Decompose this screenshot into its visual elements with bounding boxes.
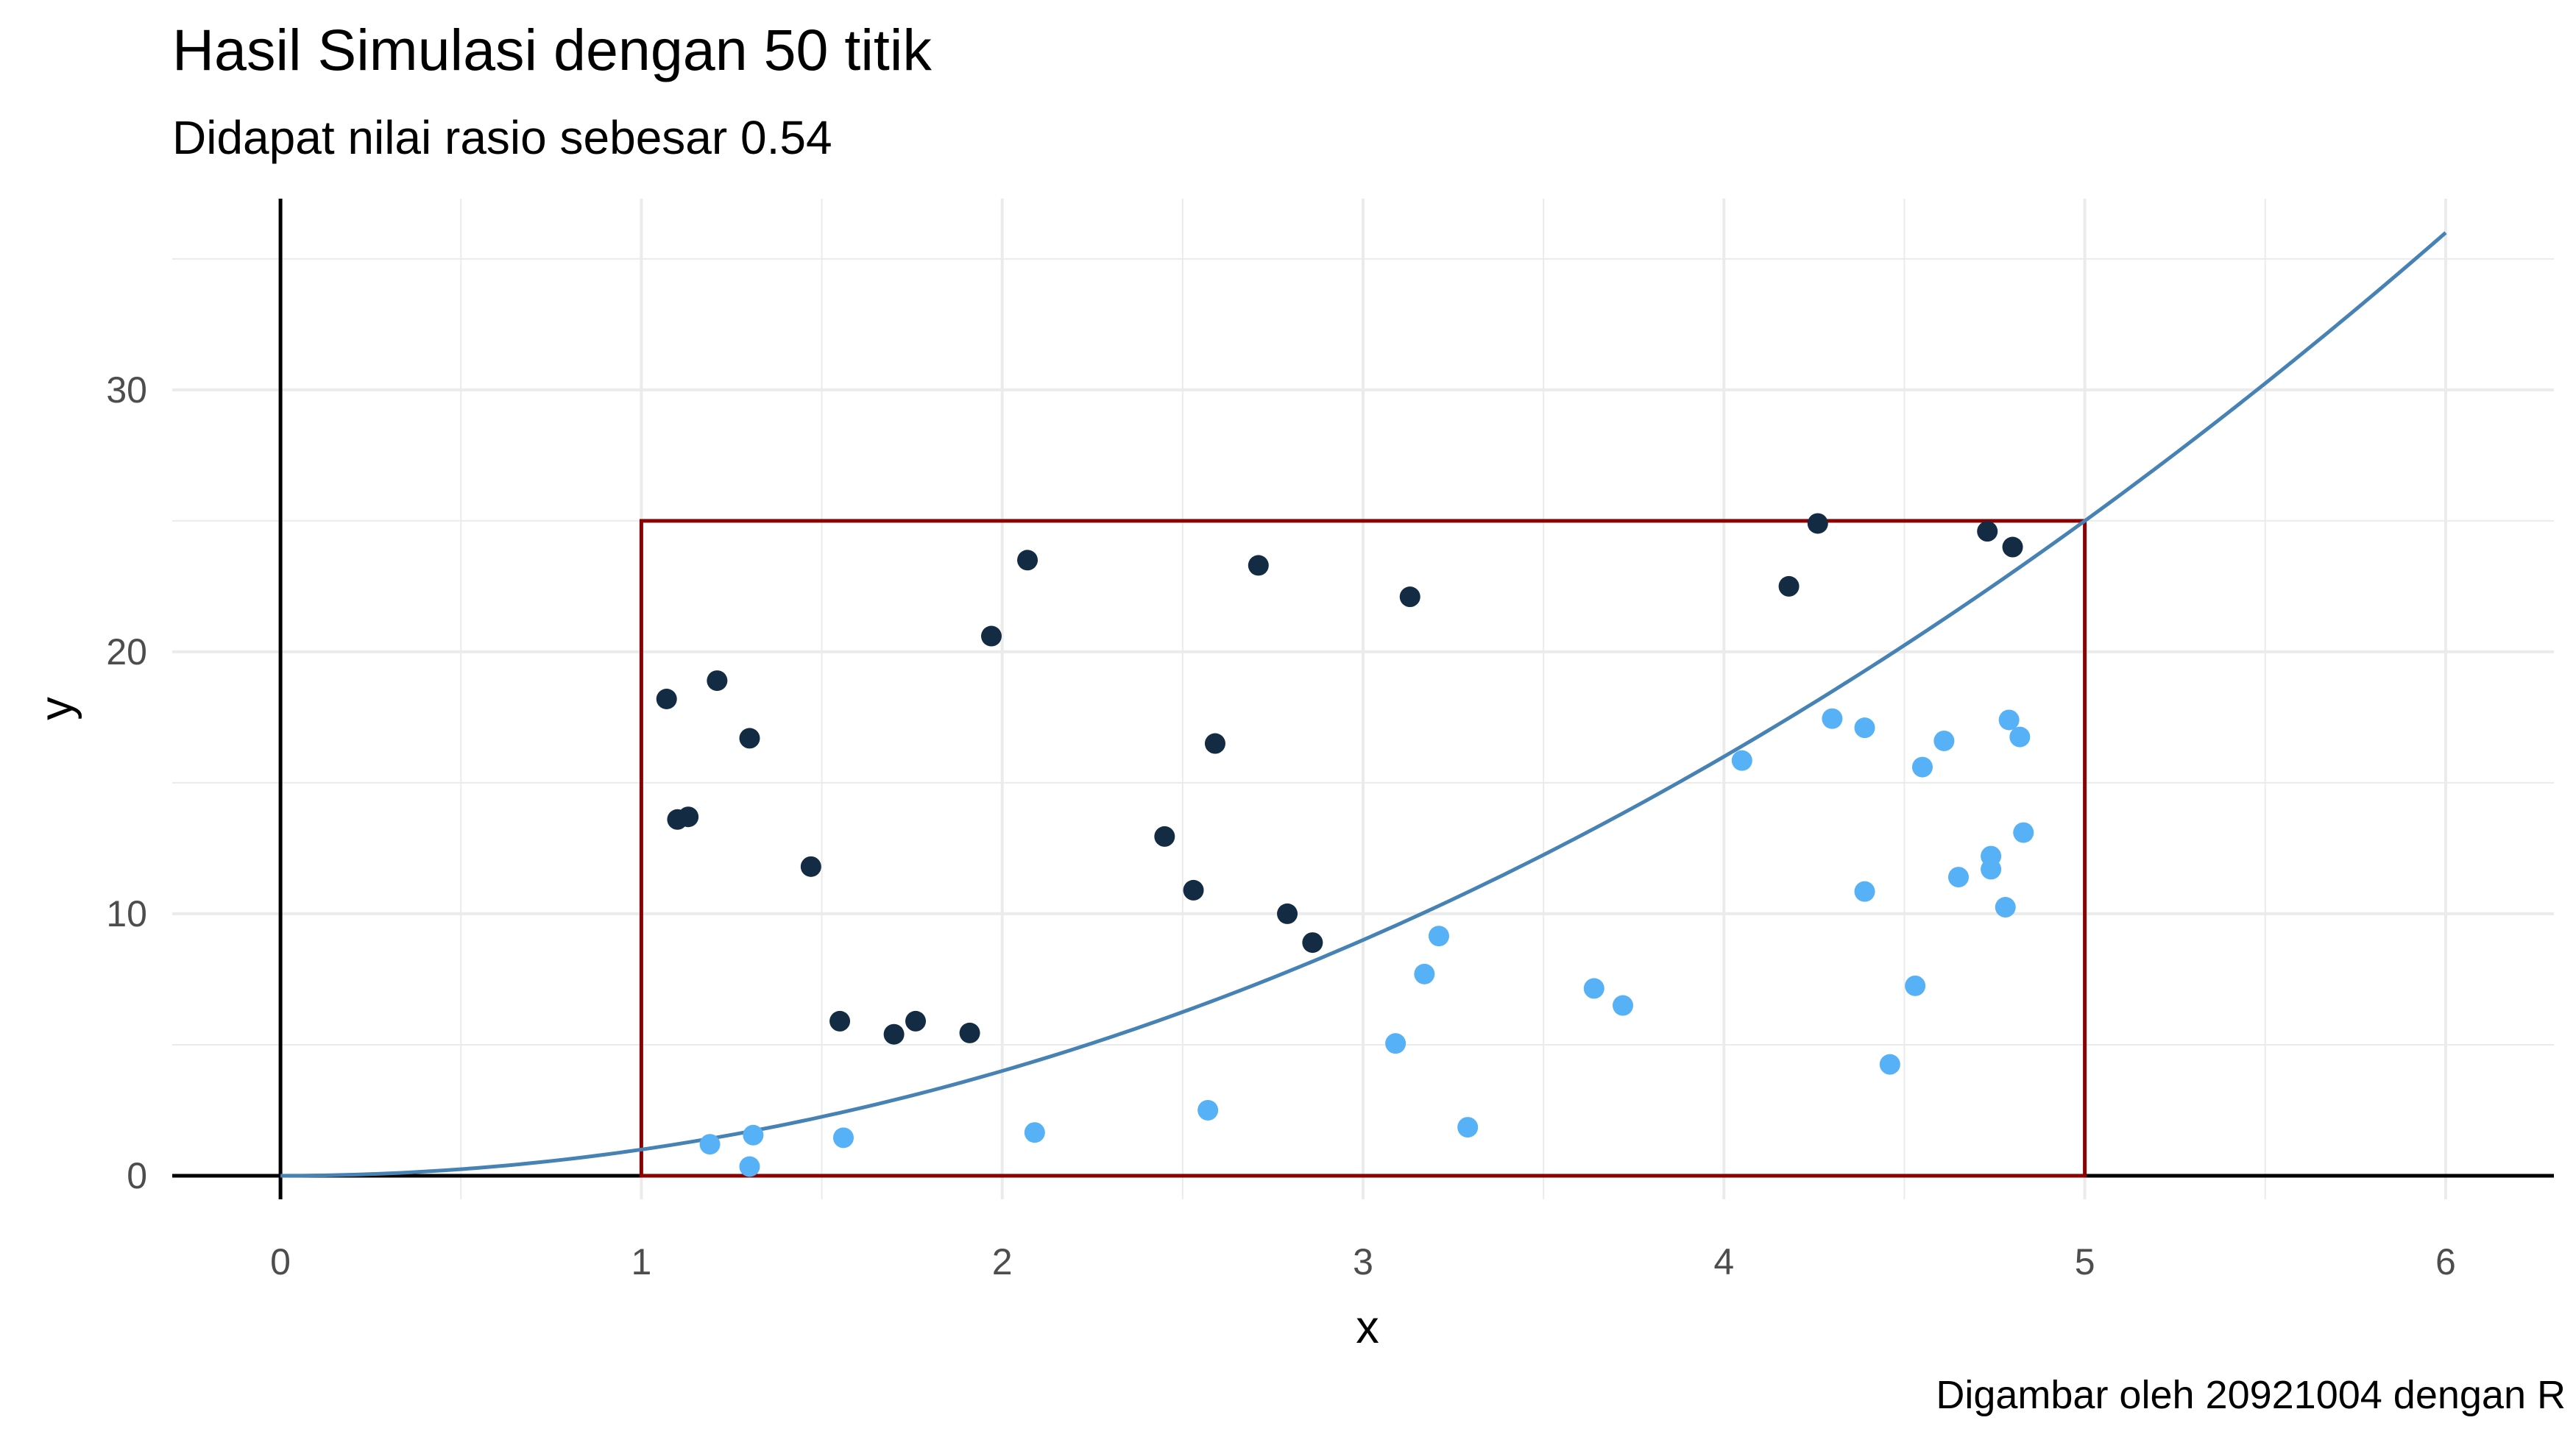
bounding-rectangle (639, 519, 2087, 1178)
point-above (980, 625, 1002, 647)
curve-layer (280, 231, 2447, 1178)
points-layer (656, 513, 2034, 1177)
point-below (1583, 978, 1604, 999)
point-above (1778, 575, 1800, 597)
point-below (2009, 726, 2031, 748)
point-below (1911, 756, 1933, 778)
point-above (739, 728, 760, 749)
point-below (1995, 897, 2016, 918)
rectangle-layer (639, 519, 2087, 1178)
x-tick-label: 4 (1713, 1241, 1734, 1282)
point-above (905, 1010, 927, 1032)
point-below (1854, 881, 1875, 902)
x-tick-label: 3 (1353, 1241, 1373, 1282)
point-below (739, 1156, 760, 1177)
point-below (2013, 822, 2034, 843)
y-axis-title: y (31, 697, 82, 720)
point-below (1731, 750, 1752, 771)
y-tick-labels: 0 10 20 30 (106, 369, 147, 1196)
x-tick-label: 1 (631, 1241, 651, 1282)
point-above (678, 806, 699, 828)
point-below (1197, 1099, 1219, 1121)
point-below (1414, 963, 1435, 984)
point-above (1277, 903, 1298, 924)
point-below (1998, 709, 2020, 731)
x-tick-labels: 0 1 2 3 4 5 6 (270, 1241, 2456, 1282)
major-gridlines (172, 199, 2554, 1199)
point-below (1822, 708, 1843, 729)
chart-subtitle: Didapat nilai rasio sebesar 0.54 (172, 111, 832, 164)
point-above (656, 689, 677, 709)
point-below (1457, 1117, 1479, 1138)
point-below (1948, 867, 1969, 888)
point-below (1879, 1054, 1900, 1075)
x-tick-label: 2 (992, 1241, 1013, 1282)
point-above (829, 1010, 851, 1032)
y-tick-label: 10 (106, 893, 147, 934)
point-above (1302, 932, 1323, 954)
point-below (1933, 730, 1955, 751)
point-above (959, 1022, 980, 1043)
point-above (1977, 521, 1998, 542)
point-below (832, 1127, 854, 1149)
point-above (2002, 536, 2023, 558)
x-tick-label: 6 (2435, 1241, 2456, 1282)
point-above (1017, 550, 1038, 571)
point-below (1385, 1033, 1406, 1054)
point-below (1905, 975, 1926, 996)
point-above (1183, 879, 1204, 901)
point-below (1024, 1122, 1045, 1143)
chart-caption: Digambar oleh 20921004 dengan R (1936, 1373, 2566, 1417)
point-above (883, 1023, 905, 1045)
point-below (1981, 859, 2002, 880)
chart-title: Hasil Simulasi dengan 50 titik (172, 17, 932, 82)
point-above (1807, 513, 1828, 534)
point-above (800, 856, 821, 877)
point-below (1613, 995, 1634, 1016)
y-tick-label: 20 (106, 631, 147, 672)
point-above (1248, 555, 1269, 576)
point-below (1428, 926, 1449, 947)
y-tick-label: 30 (106, 369, 147, 411)
point-above (1399, 586, 1420, 608)
point-below (743, 1124, 764, 1146)
point-above (707, 670, 728, 692)
curve-line (280, 231, 2447, 1178)
x-tick-label: 5 (2075, 1241, 2095, 1282)
x-tick-label: 0 (270, 1241, 291, 1282)
y-tick-label: 0 (127, 1155, 147, 1196)
point-above (1154, 826, 1175, 847)
point-below (699, 1134, 721, 1155)
point-above (1204, 733, 1225, 754)
point-below (1854, 717, 1875, 739)
x-axis-title: x (1356, 1302, 1379, 1353)
